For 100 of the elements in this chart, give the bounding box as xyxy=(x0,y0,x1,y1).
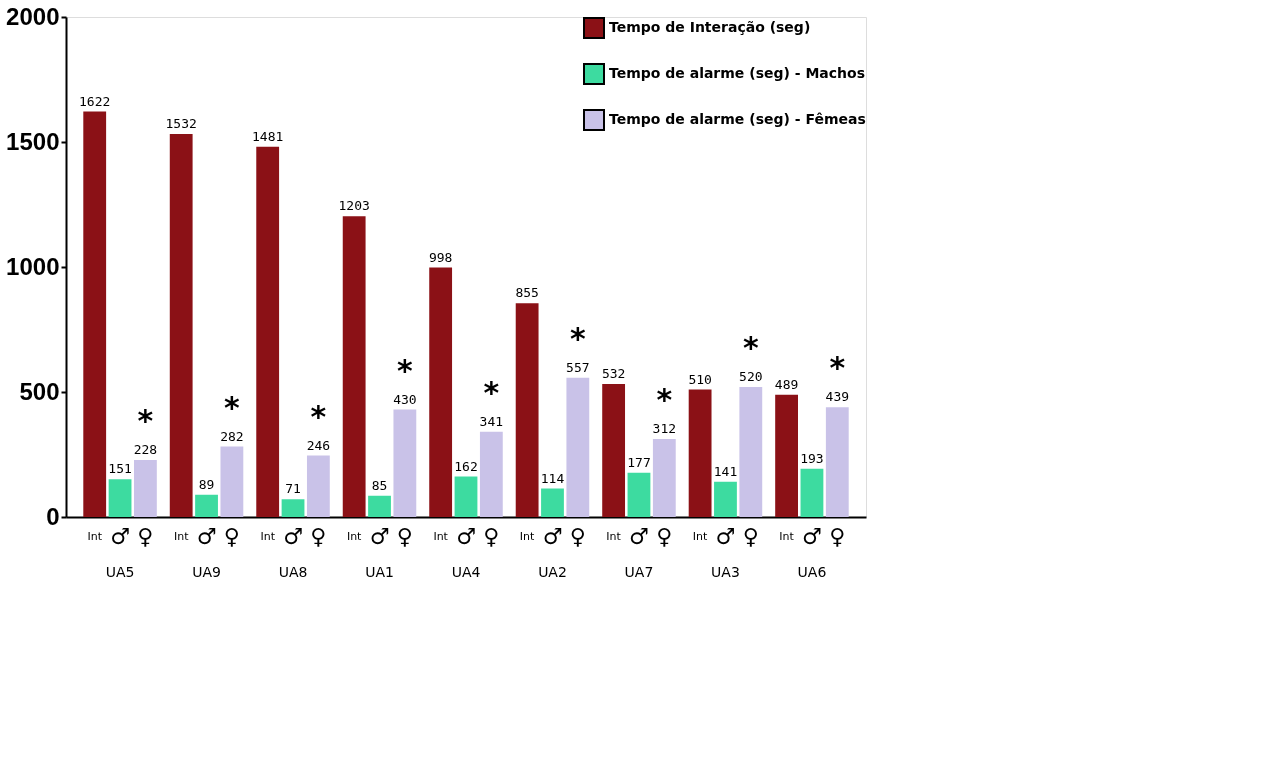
bar xyxy=(652,439,676,517)
text: Int xyxy=(433,530,448,543)
y-tick-label: 500 xyxy=(19,377,60,405)
bar xyxy=(281,499,305,517)
data-label: 1532 xyxy=(165,116,197,131)
bar xyxy=(306,455,330,517)
annotation: * xyxy=(137,403,154,438)
data-label: 1203 xyxy=(338,198,370,214)
data-label: 246 xyxy=(306,437,331,453)
bar xyxy=(541,488,564,517)
y-tick-label: 0 xyxy=(46,502,60,530)
data-label: 282 xyxy=(220,428,244,444)
text: ♂ xyxy=(110,524,130,549)
text: Int xyxy=(346,530,362,543)
bar xyxy=(220,446,244,517)
bar xyxy=(368,495,391,517)
bar xyxy=(83,111,107,517)
data-label: 489 xyxy=(774,376,799,392)
text: ♀ xyxy=(483,524,500,549)
text: ♀ xyxy=(137,524,154,549)
text: ♀ xyxy=(656,524,673,549)
x-tick-label: UA8 xyxy=(278,563,308,580)
data-label: 510 xyxy=(688,371,712,387)
text: Int xyxy=(173,530,189,543)
legend-label: Tempo de alarme (seg) - Machos xyxy=(609,65,866,81)
data-label: 855 xyxy=(515,285,539,301)
data-label: 1481 xyxy=(252,128,284,144)
bar xyxy=(429,267,453,517)
annotation: * xyxy=(742,330,759,365)
text: ♂ xyxy=(369,524,390,549)
bar xyxy=(256,146,280,517)
data-label: 141 xyxy=(713,463,738,479)
y-tick-label: 1000 xyxy=(6,252,60,280)
x-tick-label: UA6 xyxy=(797,563,827,580)
bar xyxy=(775,394,798,517)
text: ♀ xyxy=(310,524,327,549)
text: Int xyxy=(606,530,621,543)
bar xyxy=(479,431,503,517)
x-tick-label: UA7 xyxy=(624,563,654,580)
data-label: 520 xyxy=(739,369,763,384)
annotation: * xyxy=(310,398,327,434)
data-label: 439 xyxy=(825,389,850,405)
bar xyxy=(515,303,539,517)
bar xyxy=(739,387,763,517)
data-label: 162 xyxy=(454,458,478,474)
text: ♀ xyxy=(742,524,759,549)
text: ♂ xyxy=(802,524,822,549)
data-label: 71 xyxy=(285,481,301,497)
x-tick-label: UA9 xyxy=(192,563,221,580)
text: Int xyxy=(87,530,103,543)
annotation: * xyxy=(224,389,241,425)
text: ♀ xyxy=(829,524,846,549)
annotation: * xyxy=(829,350,846,386)
data-label: 193 xyxy=(800,450,824,466)
text: ♂ xyxy=(456,524,476,549)
bar xyxy=(454,476,478,517)
bar xyxy=(342,216,366,517)
bar xyxy=(169,134,193,517)
annotation: * xyxy=(569,320,586,356)
text: Int xyxy=(692,530,708,543)
text: ♂ xyxy=(196,524,217,549)
text: ♀ xyxy=(569,524,586,549)
x-tick-label: UA1 xyxy=(365,563,394,580)
legend-label: Tempo de alarme (seg) - Fêmeas xyxy=(609,111,866,127)
bar xyxy=(688,389,712,517)
text: ♀ xyxy=(396,524,413,549)
annotation: * xyxy=(397,352,414,388)
data-label: 1622 xyxy=(79,93,111,109)
text: Int xyxy=(260,530,275,543)
data-label: 228 xyxy=(133,442,158,457)
text: ♂ xyxy=(715,524,736,549)
bar xyxy=(108,479,132,517)
annotation: * xyxy=(656,382,673,417)
data-label: 998 xyxy=(428,249,453,265)
data-label: 89 xyxy=(198,476,215,492)
x-tick-label: UA3 xyxy=(711,563,740,580)
y-tick-label: 1500 xyxy=(6,127,60,155)
text: Int xyxy=(519,530,535,543)
data-label: 312 xyxy=(652,421,677,436)
data-label: 151 xyxy=(108,461,132,477)
annotation: * xyxy=(483,374,500,410)
data-label: 177 xyxy=(627,454,651,470)
y-tick-label: 2000 xyxy=(6,2,60,30)
bar xyxy=(134,460,157,517)
data-label: 85 xyxy=(371,477,388,493)
bar xyxy=(800,468,824,517)
text: Int xyxy=(779,530,794,543)
text: ♂ xyxy=(629,524,649,549)
bar xyxy=(602,384,626,517)
text: ♂ xyxy=(542,524,563,549)
data-label: 341 xyxy=(479,413,504,429)
x-tick-label: UA2 xyxy=(538,563,567,580)
data-label: 532 xyxy=(601,366,626,381)
data-label: 114 xyxy=(540,470,565,486)
text: ♂ xyxy=(283,524,303,549)
bar xyxy=(627,472,651,517)
data-label: 430 xyxy=(393,391,417,407)
x-tick-label: UA4 xyxy=(451,563,481,580)
bar xyxy=(393,409,417,517)
x-tick-label: UA5 xyxy=(105,563,135,580)
